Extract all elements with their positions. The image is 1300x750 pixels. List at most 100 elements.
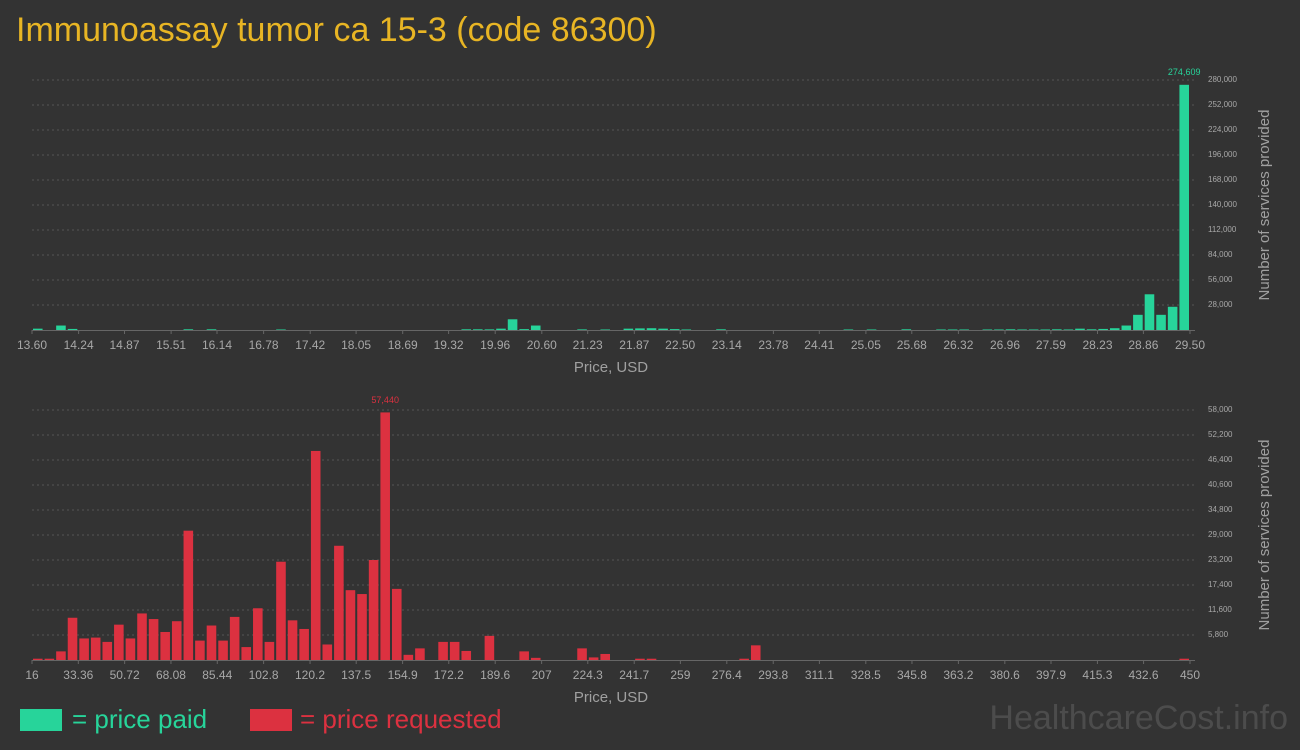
- bar: [635, 328, 645, 330]
- bar: [750, 645, 761, 660]
- bar: [253, 608, 263, 660]
- bar: [646, 658, 657, 660]
- bar: [79, 638, 89, 660]
- bar: [67, 617, 78, 660]
- x-tick-label: 224.3: [573, 668, 603, 682]
- bar: [183, 530, 194, 660]
- bar: [1179, 658, 1189, 660]
- x-tick-label: 432.6: [1129, 668, 1159, 682]
- y-axis-title: Number of services provided: [1256, 110, 1273, 301]
- x-tick-label: 14.24: [64, 338, 94, 352]
- bar: [1063, 329, 1074, 330]
- bar: [959, 329, 969, 330]
- x-tick-label: 276.4: [712, 668, 742, 682]
- x-tick-label: 450: [1180, 668, 1200, 682]
- x-tick-label: 28.23: [1082, 338, 1112, 352]
- bar: [380, 412, 390, 660]
- y-tick-label: 17,400: [1208, 580, 1233, 589]
- bar: [276, 329, 286, 330]
- x-tick-label: 102.8: [249, 668, 279, 682]
- x-tick-label: 259: [670, 668, 690, 682]
- bar: [56, 651, 66, 660]
- x-tick-label: 27.59: [1036, 338, 1066, 352]
- x-tick-label: 19.32: [434, 338, 464, 352]
- bar: [1086, 329, 1097, 330]
- bar: [33, 328, 43, 330]
- bar: [137, 613, 147, 660]
- bar: [1075, 328, 1085, 330]
- bar: [1167, 306, 1178, 330]
- x-tick-label: 328.5: [851, 668, 881, 682]
- bar: [600, 329, 610, 330]
- bar: [310, 450, 321, 660]
- bar: [403, 654, 414, 660]
- bar: [623, 328, 634, 330]
- y-tick-label: 23,200: [1208, 555, 1233, 564]
- y-tick-label: 224,000: [1208, 125, 1237, 134]
- bar: [473, 329, 483, 330]
- y-tick-label: 168,000: [1208, 175, 1237, 184]
- bar: [936, 329, 946, 330]
- bar: [577, 329, 587, 330]
- bar: [600, 653, 610, 660]
- bar: [739, 658, 749, 660]
- bar: [1109, 328, 1120, 330]
- y-tick-label: 5,800: [1208, 630, 1229, 639]
- x-tick-label: 363.2: [943, 668, 973, 682]
- bar: [866, 329, 877, 330]
- y-tick-label: 40,600: [1208, 480, 1233, 489]
- x-tick-label: 189.6: [480, 668, 510, 682]
- x-tick-label: 26.96: [990, 338, 1020, 352]
- bar: [994, 329, 1004, 330]
- bar: [206, 625, 217, 660]
- bar: [681, 329, 692, 330]
- x-tick-label: 380.6: [990, 668, 1020, 682]
- bar: [368, 560, 379, 660]
- bar: [635, 658, 645, 660]
- y-tick-label: 52,200: [1208, 430, 1233, 439]
- bar: [264, 641, 275, 660]
- x-tick-label: 17.42: [295, 338, 325, 352]
- bar: [287, 620, 298, 660]
- bar: [646, 328, 657, 330]
- x-tick-label: 415.3: [1082, 668, 1112, 682]
- bar: [530, 657, 541, 660]
- bar: [982, 329, 993, 330]
- bar: [183, 329, 194, 330]
- bar: [519, 651, 529, 660]
- y-tick-label: 34,800: [1208, 505, 1233, 514]
- x-tick-label: 25.05: [851, 338, 881, 352]
- bar: [90, 637, 101, 660]
- x-tick-label: 241.7: [619, 668, 649, 682]
- bar: [1098, 328, 1108, 330]
- legend-swatch: [250, 709, 292, 731]
- bar: [299, 628, 309, 660]
- x-tick-label: 21.87: [619, 338, 649, 352]
- y-tick-label: 11,600: [1208, 605, 1232, 614]
- x-tick-label: 33.36: [63, 668, 93, 682]
- x-tick-label: 207: [532, 668, 552, 682]
- bar: [33, 658, 43, 660]
- x-tick-label: 20.60: [527, 338, 557, 352]
- x-tick-label: 25.68: [897, 338, 927, 352]
- bar: [195, 640, 205, 660]
- x-tick-label: 29.50: [1175, 338, 1205, 352]
- bar: [229, 616, 240, 660]
- y-tick-label: 56,000: [1208, 275, 1233, 284]
- legend-swatch: [20, 709, 62, 731]
- y-tick-label: 84,000: [1208, 250, 1233, 259]
- bar: [1144, 294, 1155, 330]
- bar: [496, 328, 506, 330]
- bar: [588, 657, 599, 660]
- bar: [102, 641, 113, 660]
- x-tick-label: 345.8: [897, 668, 927, 682]
- x-tick-label: 311.1: [805, 668, 834, 682]
- bar: [334, 545, 344, 660]
- x-tick-label: 120.2: [295, 668, 325, 682]
- y-tick-label: 28,000: [1208, 300, 1233, 309]
- bar: [1121, 325, 1132, 330]
- page-title: Immunoassay tumor ca 15-3 (code 86300): [16, 11, 657, 49]
- bar: [1052, 329, 1062, 330]
